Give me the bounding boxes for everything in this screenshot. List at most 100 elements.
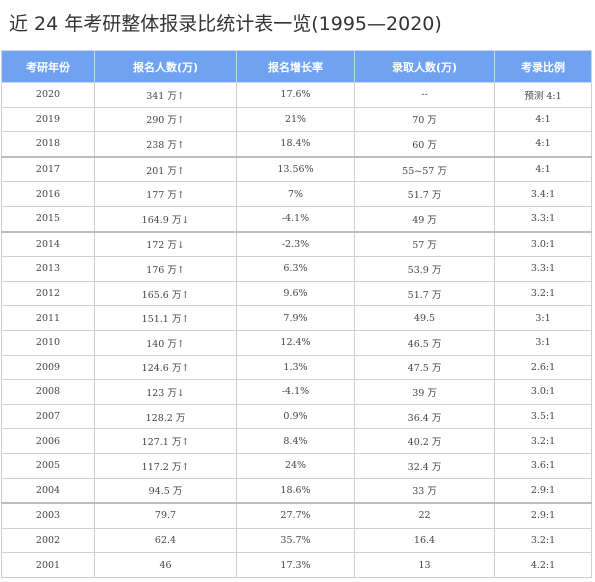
cell-growth-rate: 18.4% bbox=[236, 131, 355, 158]
cell-year: 2004 bbox=[1, 477, 95, 504]
table-row: 2011 151.1 万↑ 7.9% 49.5 3:1 bbox=[1, 305, 592, 331]
cell-admitted: 53.9 万 bbox=[354, 256, 495, 282]
cell-admitted: -- bbox=[354, 82, 495, 108]
table-row: 2014 172 万↓ -2.3% 57 万 3.0:1 bbox=[1, 230, 592, 258]
table-row: 2001 46 17.3% 13 4.2:1 bbox=[1, 552, 592, 578]
cell-admitted: 32.4 万 bbox=[354, 452, 495, 479]
cell-admitted: 60 万 bbox=[354, 131, 495, 158]
table-row: 2002 62.4 35.7% 16.4 3.2:1 bbox=[1, 527, 592, 554]
cell-admitted: 39 万 bbox=[354, 379, 495, 405]
cell-year: 2001 bbox=[1, 552, 95, 578]
page-title: 近 24 年考研整体报录比统计表一览(1995—2020) bbox=[9, 13, 442, 35]
cell-year: 2003 bbox=[1, 502, 95, 529]
cell-growth-rate: 8.4% bbox=[236, 428, 355, 454]
table-row: 2008 123 万↓ -4.1% 39 万 3.0:1 bbox=[1, 379, 592, 405]
cell-applicants: 124.6 万↑ bbox=[94, 354, 237, 381]
cell-year: 2012 bbox=[1, 280, 95, 307]
cell-growth-rate: 6.3% bbox=[236, 256, 355, 282]
header-applicants: 报名人数(万) bbox=[94, 50, 237, 83]
cell-applicants: 165.6 万↑ bbox=[94, 280, 237, 307]
header-year: 考研年份 bbox=[1, 50, 95, 83]
cell-applicants: 79.7 bbox=[94, 502, 237, 529]
cell-applicants: 94.5 万 bbox=[94, 477, 237, 504]
cell-ratio: 4:1 bbox=[494, 131, 592, 158]
cell-growth-rate: 13.56% bbox=[236, 155, 355, 183]
cell-year: 2014 bbox=[1, 230, 95, 258]
table-row: 2013 176 万↑ 6.3% 53.9 万 3.3:1 bbox=[1, 256, 592, 282]
cell-ratio: 4:1 bbox=[494, 106, 592, 133]
cell-admitted: 36.4 万 bbox=[354, 403, 495, 430]
cell-growth-rate: 35.7% bbox=[236, 527, 355, 554]
cell-growth-rate: 27.7% bbox=[236, 502, 355, 529]
cell-ratio: 3.6:1 bbox=[494, 452, 592, 479]
cell-applicants: 127.1 万↑ bbox=[94, 428, 237, 454]
table-row: 2005 117.2 万↑ 24% 32.4 万 3.6:1 bbox=[1, 452, 592, 479]
cell-growth-rate: 17.3% bbox=[236, 552, 355, 578]
cell-year: 2007 bbox=[1, 403, 95, 430]
cell-year: 2011 bbox=[1, 305, 95, 331]
cell-admitted: 49.5 bbox=[354, 305, 495, 331]
table-row: 2020 341 万↑ 17.6% -- 预测 4:1 bbox=[1, 82, 592, 108]
cell-year: 2005 bbox=[1, 452, 95, 479]
cell-year: 2008 bbox=[1, 379, 95, 405]
cell-admitted: 16.4 bbox=[354, 527, 495, 554]
cell-ratio: 3:1 bbox=[494, 305, 592, 331]
cell-admitted: 33 万 bbox=[354, 477, 495, 504]
cell-growth-rate: 18.6% bbox=[236, 477, 355, 504]
cell-year: 2016 bbox=[1, 181, 95, 207]
cell-year: 2020 bbox=[1, 82, 95, 108]
table-body: 2020 341 万↑ 17.6% -- 预测 4:1 2019 290 万↑ 21% 70 万… bbox=[1, 82, 592, 578]
header-growth-rate: 报名增长率 bbox=[236, 50, 355, 83]
cell-applicants: 176 万↑ bbox=[94, 256, 237, 282]
cell-ratio: 3.4:1 bbox=[494, 181, 592, 207]
cell-applicants: 62.4 bbox=[94, 527, 237, 554]
cell-applicants: 290 万↑ bbox=[94, 106, 237, 133]
table-row: 2018 238 万↑ 18.4% 60 万 4:1 bbox=[1, 131, 592, 158]
cell-applicants: 123 万↓ bbox=[94, 379, 237, 405]
cell-growth-rate: 24% bbox=[236, 452, 355, 479]
cell-ratio: 3.2:1 bbox=[494, 527, 592, 554]
cell-ratio: 3.3:1 bbox=[494, 205, 592, 233]
cell-growth-rate: 0.9% bbox=[236, 403, 355, 430]
cell-growth-rate: 7% bbox=[236, 181, 355, 207]
cell-growth-rate: 21% bbox=[236, 106, 355, 133]
cell-admitted: 22 bbox=[354, 502, 495, 529]
cell-ratio: 3:1 bbox=[494, 329, 592, 356]
header-admitted: 录取人数(万) bbox=[354, 50, 495, 83]
cell-admitted: 46.5 万 bbox=[354, 329, 495, 356]
cell-ratio: 预测 4:1 bbox=[494, 82, 592, 108]
cell-admitted: 47.5 万 bbox=[354, 354, 495, 381]
cell-ratio: 3.0:1 bbox=[494, 379, 592, 405]
cell-growth-rate: 7.9% bbox=[236, 305, 355, 331]
cell-growth-rate: -2.3% bbox=[236, 230, 355, 258]
admission-ratio-table: 考研年份 报名人数(万) 报名增长率 录取人数(万) 考录比例 2020 341 … bbox=[1, 50, 592, 578]
table-row: 2019 290 万↑ 21% 70 万 4:1 bbox=[1, 106, 592, 133]
table-row: 2006 127.1 万↑ 8.4% 40.2 万 3.2:1 bbox=[1, 428, 592, 454]
cell-ratio: 2.9:1 bbox=[494, 502, 592, 529]
cell-admitted: 49 万 bbox=[354, 205, 495, 233]
cell-ratio: 3.0:1 bbox=[494, 230, 592, 258]
cell-ratio: 3.2:1 bbox=[494, 428, 592, 454]
cell-year: 2015 bbox=[1, 205, 95, 233]
table-row: 2012 165.6 万↑ 9.6% 51.7 万 3.2:1 bbox=[1, 280, 592, 307]
table-row: 2003 79.7 27.7% 22 2.9:1 bbox=[1, 502, 592, 529]
cell-growth-rate: 17.6% bbox=[236, 82, 355, 108]
cell-admitted: 40.2 万 bbox=[354, 428, 495, 454]
table-row: 2009 124.6 万↑ 1.3% 47.5 万 2.6:1 bbox=[1, 354, 592, 381]
cell-applicants: 117.2 万↑ bbox=[94, 452, 237, 479]
header-ratio: 考录比例 bbox=[494, 50, 592, 83]
cell-year: 2002 bbox=[1, 527, 95, 554]
table-row: 2017 201 万↑ 13.56% 55~57 万 4:1 bbox=[1, 155, 592, 183]
cell-growth-rate: 9.6% bbox=[236, 280, 355, 307]
cell-applicants: 341 万↑ bbox=[94, 82, 237, 108]
cell-ratio: 3.2:1 bbox=[494, 280, 592, 307]
cell-applicants: 201 万↑ bbox=[94, 155, 237, 183]
cell-ratio: 3.3:1 bbox=[494, 256, 592, 282]
cell-applicants: 172 万↓ bbox=[94, 230, 237, 258]
cell-admitted: 13 bbox=[354, 552, 495, 578]
cell-year: 2013 bbox=[1, 256, 95, 282]
cell-growth-rate: -4.1% bbox=[236, 205, 355, 233]
cell-ratio: 4.2:1 bbox=[494, 552, 592, 578]
cell-applicants: 128.2 万 bbox=[94, 403, 237, 430]
cell-admitted: 70 万 bbox=[354, 106, 495, 133]
